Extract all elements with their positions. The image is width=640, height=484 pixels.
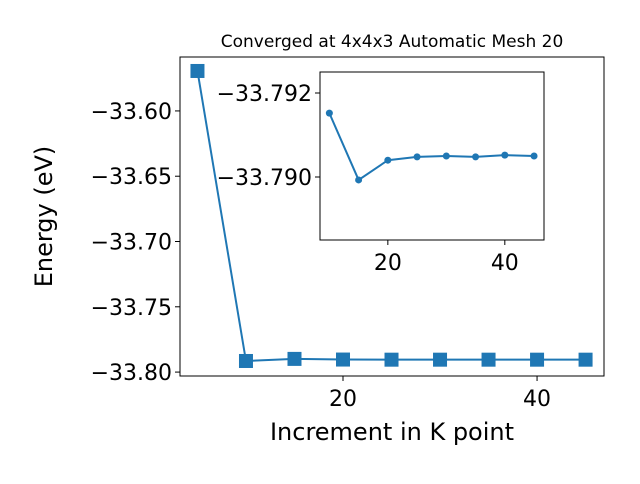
data-point xyxy=(501,151,509,159)
data-point xyxy=(578,352,593,367)
y-tick-label: −33.790 xyxy=(217,166,312,191)
y-tick-label: −33.70 xyxy=(91,231,172,256)
y-tick-label: −33.65 xyxy=(91,165,172,190)
data-point xyxy=(238,353,253,368)
y-axis-label: Energy (eV) xyxy=(30,146,58,288)
y-tick-label: −33.80 xyxy=(91,361,172,386)
data-point xyxy=(384,156,392,164)
data-point xyxy=(287,351,302,366)
data-point xyxy=(442,152,450,160)
axes-frame xyxy=(319,71,545,241)
data-point xyxy=(336,352,351,367)
y-tick-label: −33.75 xyxy=(91,296,172,321)
chart-title: Converged at 4x4x3 Automatic Mesh 20 xyxy=(221,32,564,52)
data-point xyxy=(433,352,448,367)
data-line xyxy=(328,112,535,182)
data-point xyxy=(530,352,545,367)
data-point xyxy=(355,176,363,184)
axes-frame xyxy=(179,56,605,377)
data-point xyxy=(481,352,496,367)
x-tick-label: 20 xyxy=(374,251,402,276)
y-tick-label: −33.60 xyxy=(91,100,172,125)
x-tick-label: 20 xyxy=(329,387,357,412)
x-tick-label: 40 xyxy=(523,387,551,412)
data-point xyxy=(325,109,333,117)
data-point xyxy=(413,153,421,161)
x-axis-label: Increment in K point xyxy=(270,418,514,446)
y-tick-label: −33.792 xyxy=(217,82,312,107)
data-point xyxy=(530,152,538,160)
data-point xyxy=(190,63,205,78)
data-point xyxy=(384,352,399,367)
x-tick-label: 40 xyxy=(491,251,519,276)
data-point xyxy=(472,153,480,161)
